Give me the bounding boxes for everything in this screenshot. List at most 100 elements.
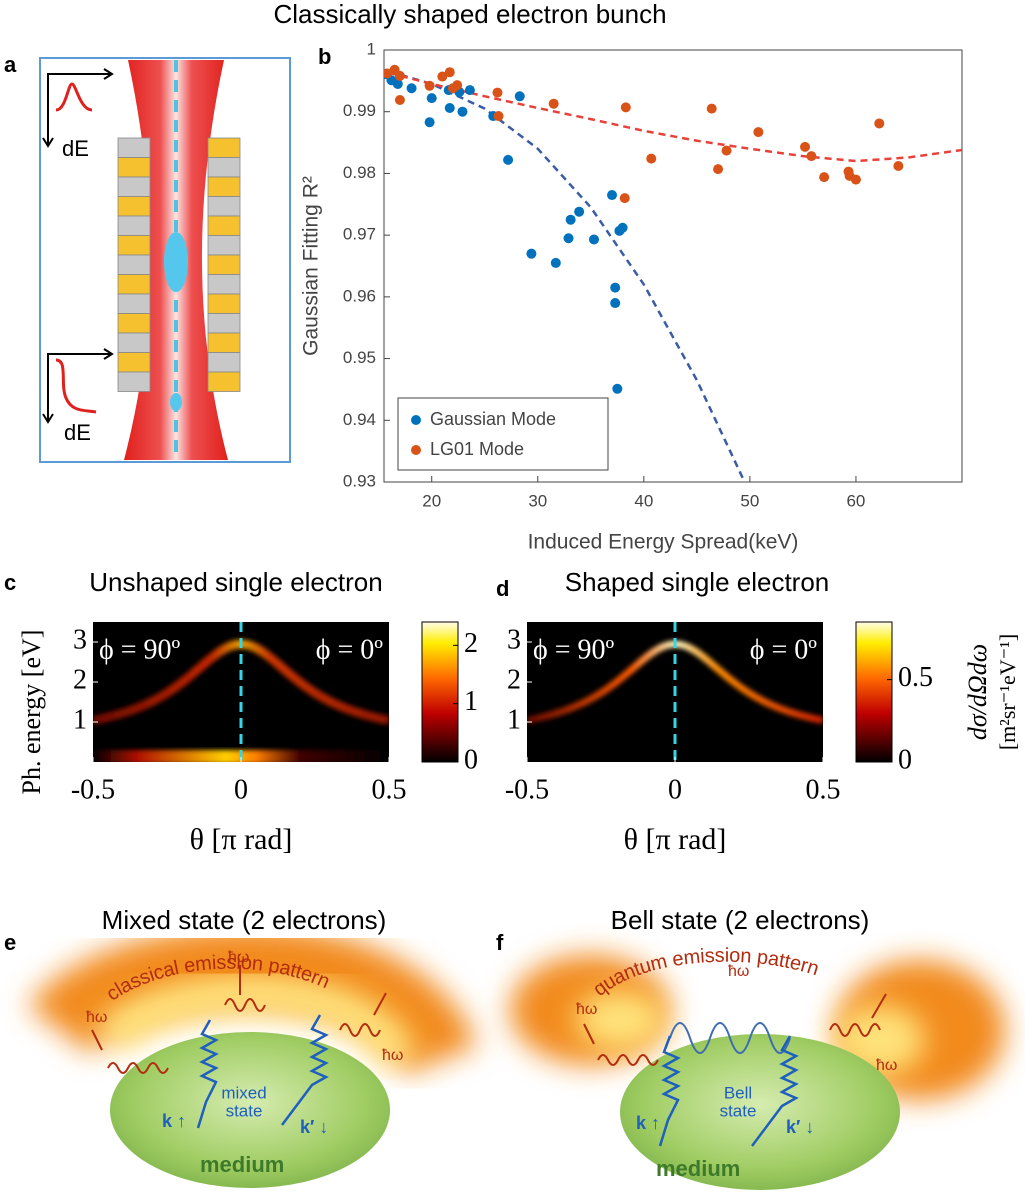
x-tick-label: 0 [668,774,682,805]
electron-label: k′ ↓ [300,1117,328,1137]
medium-label: medium [200,1152,284,1177]
x-tick-label: 0.5 [806,774,841,805]
annotation: ϕ = 0º [316,634,384,665]
panel-label: a [4,52,17,77]
grating-block [207,352,241,373]
panel-label: e [4,930,16,955]
grating-block [207,371,241,392]
x-axis-label: Induced Energy Spread(keV) [528,531,799,554]
state-label: Bell [724,1083,752,1102]
point [620,102,631,113]
photon-label: ħω [576,1001,597,1018]
legend-box [397,397,609,471]
panel-f-illustration: Bell state (2 electrons) quantum emissio… [510,905,1005,1190]
y-tick-label: 1 [367,39,376,58]
y-tick-label: 0.96 [343,286,376,305]
y-tick-label: 2 [73,664,87,695]
electrons [658,1035,799,1147]
photons [583,993,887,1066]
point [444,67,455,78]
colorbar-tick-label: 2 [464,628,478,659]
y-tick-label: 0.98 [343,163,376,182]
photon-label: ħω [382,1047,403,1064]
point [617,222,628,233]
grating-block [117,352,151,373]
grating [207,137,241,392]
point [394,70,405,81]
colorbar-tick-label: 0 [464,744,478,775]
point [437,71,448,82]
annotation: ϕ = 0º [750,634,818,665]
grating-block [207,176,241,197]
y-tick-label: 1 [507,704,521,735]
panel-label: d [496,576,509,601]
point [800,141,811,152]
point [819,172,830,183]
legend-marker [411,415,421,425]
electron-label: k ↑ [636,1113,660,1133]
x-axis-label: θ [π rad] [190,823,293,856]
point [706,103,717,114]
point [806,151,817,162]
energy-label: dE [64,420,91,445]
grating-block [117,157,151,178]
grating-block [117,274,151,295]
point [514,91,525,102]
axes-icon [42,68,114,424]
point [713,164,724,175]
point [588,234,599,245]
electron-label: k ↑ [162,1111,186,1131]
energy-profile [55,358,97,414]
electrons [196,1014,329,1129]
annotation: ϕ = 90º [99,634,181,665]
point [548,98,559,109]
electron-bunch [164,232,188,292]
grating-block [117,332,151,353]
colorbar [855,621,893,763]
grating-block [117,137,151,158]
grating-block [207,137,241,158]
grating-block [207,235,241,256]
grating-block [207,196,241,217]
panel-a-diagram: dE dE [39,57,291,463]
colorbar-label: [m²sr⁻¹eV⁻¹] [995,634,1020,750]
colorbar-tick-label: 0.5 [898,662,933,693]
grating-block [117,254,151,275]
grating-block [207,313,241,334]
point [444,103,455,114]
point [394,94,405,105]
y-tick-label: 3 [507,624,521,655]
legend-marker [411,445,421,455]
photons [91,965,387,1074]
point [452,80,463,91]
emission-lobe [575,990,665,1050]
x-tick-label: -0.5 [71,774,115,805]
y-axis-label: Ph. energy [eV] [17,630,46,795]
medium-label: medium [656,1156,740,1181]
point [526,248,537,259]
state-label: mixed [221,1083,266,1102]
grating [117,137,151,392]
point [574,206,585,217]
point [610,298,621,309]
emission-pattern [28,926,478,1077]
grating-block [117,371,151,392]
grating-block [117,176,151,197]
point [457,106,468,117]
colorbar-label: dσ/dΩdω [963,644,992,740]
y-tick-label: 0.93 [343,471,376,490]
point [392,78,403,89]
grating-block [207,332,241,353]
panel-title: Shaped single electron [565,567,830,597]
energy-profile [55,82,93,112]
panel-label: f [496,930,504,955]
annotation: ϕ = 90º [533,634,615,665]
y-tick-label: 0.97 [343,225,376,244]
point [563,233,574,244]
y-tick-label: 2 [507,664,521,695]
figure-title: Classically shaped electron bunch [273,0,666,29]
grating-block [207,157,241,178]
emission-pattern [94,973,419,1070]
x-tick-label: -0.5 [505,774,549,805]
